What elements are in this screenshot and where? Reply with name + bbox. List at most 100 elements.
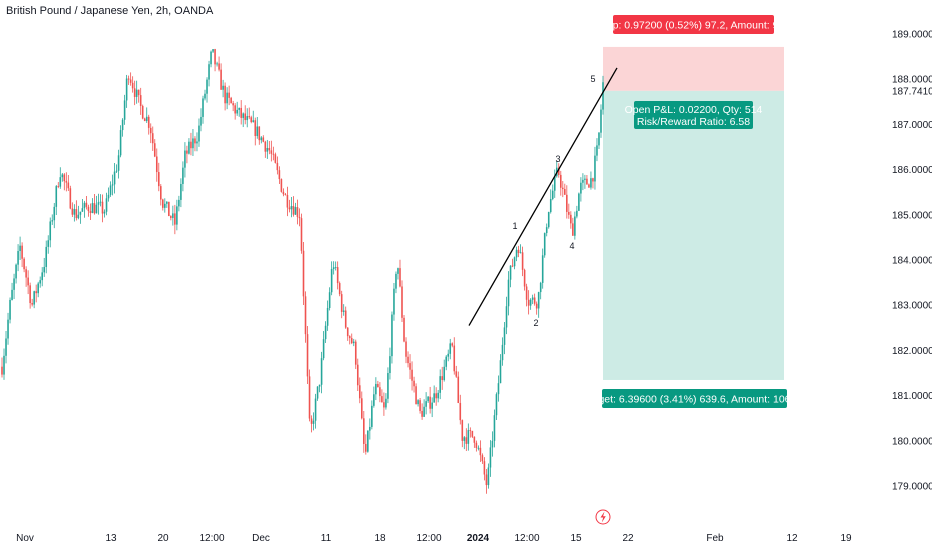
- time-tick-label: 22: [622, 533, 634, 544]
- candle: [521, 246, 524, 277]
- candle: [401, 280, 403, 323]
- candle: [429, 386, 431, 414]
- time-axis[interactable]: Nov 13 20 12:00 Dec 11 18 12:00 2024 12:00 15 22 Feb…: [16, 533, 852, 544]
- candle: [131, 76, 134, 93]
- candle: [115, 164, 118, 173]
- candle: [51, 214, 54, 225]
- candle: [330, 261, 333, 296]
- candle: [566, 185, 568, 219]
- candle: [344, 306, 347, 329]
- candle: [31, 298, 33, 307]
- candle: [399, 259, 401, 288]
- candle: [487, 463, 490, 489]
- candle: [574, 211, 576, 240]
- time-tick-label: 11: [321, 533, 332, 544]
- candle: [334, 261, 337, 271]
- candle: [358, 377, 361, 404]
- target-zone: [603, 90, 784, 380]
- lightning-icon[interactable]: [595, 509, 611, 525]
- candle: [41, 267, 44, 287]
- candle: [590, 171, 592, 190]
- trend-line[interactable]: [468, 67, 618, 326]
- candle: [192, 128, 194, 157]
- candle: [559, 170, 562, 196]
- candle: [170, 215, 172, 221]
- candle: [200, 108, 202, 132]
- candle: [545, 223, 548, 237]
- candle: [206, 77, 208, 103]
- candle: [113, 162, 116, 194]
- candle: [123, 94, 126, 125]
- candle: [549, 189, 552, 214]
- wave-label: 4: [569, 241, 574, 251]
- candle: [499, 354, 502, 384]
- stop-label: Stop: 0.97200 (0.52%) 97.2, Amount: 990: [597, 20, 790, 32]
- candle: [224, 82, 226, 111]
- candle: [469, 427, 472, 438]
- candle: [525, 283, 528, 307]
- candle: [240, 100, 242, 125]
- candle: [531, 294, 534, 305]
- candle: [81, 199, 84, 212]
- candle: [49, 217, 52, 248]
- candle: [324, 321, 327, 343]
- candle: [497, 375, 500, 402]
- candle: [67, 174, 70, 191]
- candle: [527, 290, 530, 315]
- candle: [306, 326, 309, 384]
- candle: [202, 95, 204, 124]
- price-tick-label: 180.00000: [892, 436, 932, 447]
- candle: [198, 118, 200, 147]
- candle: [561, 181, 564, 198]
- candle: [405, 337, 407, 364]
- candle: [9, 297, 11, 324]
- pnl-line1: Open P&L: 0.02200, Qty: 514: [625, 104, 763, 116]
- candle: [135, 80, 138, 104]
- candle: [168, 201, 170, 217]
- candle: [214, 48, 216, 72]
- candle: [11, 282, 13, 301]
- candle: [419, 397, 421, 414]
- candle: [17, 244, 19, 272]
- candle: [529, 298, 532, 310]
- candle: [455, 365, 458, 378]
- candle: [379, 382, 381, 403]
- candle: [541, 248, 544, 289]
- candle: [427, 395, 429, 403]
- candle: [367, 430, 369, 453]
- target-label-box: Target: 6.39600 (3.41%) 639.6, Amount: 1…: [584, 389, 805, 408]
- candle: [407, 351, 409, 368]
- candle: [471, 430, 474, 439]
- candle: [445, 355, 448, 371]
- candle: [363, 410, 365, 453]
- candle: [576, 205, 578, 219]
- price-axis[interactable]: 189.00000 188.00000 187.00000 186.00000 185.…: [892, 30, 932, 493]
- candle: [578, 192, 580, 212]
- wave-label: 3: [555, 154, 560, 164]
- candle: [592, 177, 594, 189]
- candle: [381, 389, 383, 403]
- candle: [314, 393, 317, 429]
- candle: [348, 335, 351, 345]
- candle: [139, 87, 142, 115]
- candle: [443, 359, 446, 382]
- candle: [533, 293, 536, 306]
- candle: [421, 403, 423, 420]
- candle: [93, 193, 96, 215]
- candle: [220, 63, 222, 90]
- candle: [266, 139, 269, 159]
- candle: [459, 394, 462, 425]
- candle: [360, 391, 363, 420]
- candle: [222, 79, 224, 98]
- time-tick-label: 12:00: [514, 533, 539, 544]
- candle: [411, 361, 413, 391]
- candle: [256, 116, 259, 139]
- time-tick-label: Feb: [706, 533, 724, 544]
- candle: [117, 149, 120, 179]
- candle: [463, 436, 466, 450]
- wave-labels: 1 2 3 4 5: [512, 74, 595, 328]
- candle: [25, 266, 27, 287]
- candle: [23, 257, 25, 273]
- candle: [308, 369, 311, 422]
